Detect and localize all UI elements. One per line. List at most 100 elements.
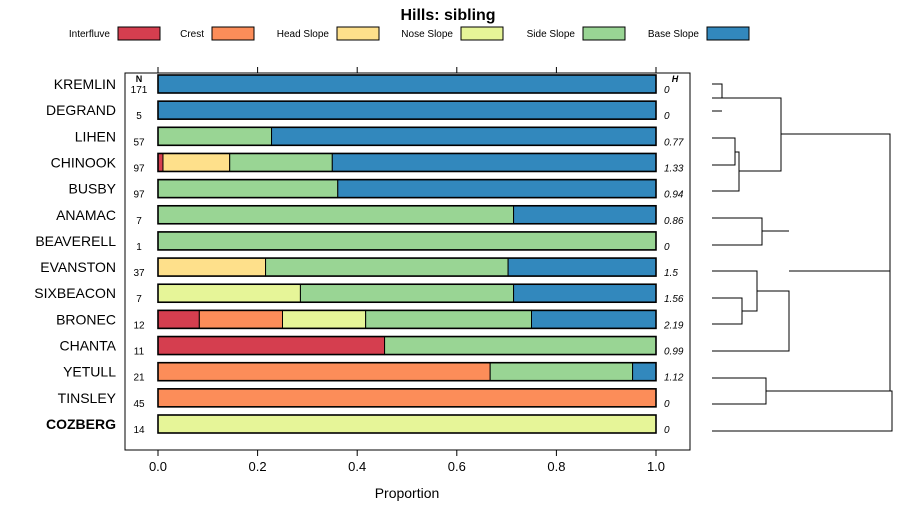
row-h-value: 1.33 — [664, 163, 684, 174]
legend-label: Interfluve — [69, 29, 111, 40]
row-n-value: 21 — [133, 373, 145, 384]
row-n-value: 37 — [133, 268, 145, 279]
legend-swatch — [117, 26, 161, 41]
bar-segment — [299, 283, 515, 303]
bar-outline — [157, 204, 657, 225]
table-row: BEAVERELL 1 0 — [35, 231, 670, 253]
row-label: YETULL — [63, 364, 116, 380]
n-column-header: N — [136, 74, 143, 84]
bar-segment — [157, 309, 200, 329]
legend-swatch — [706, 26, 750, 41]
legend-swatch — [460, 26, 504, 41]
bar-segment — [365, 309, 532, 329]
x-tick-label: 1.0 — [647, 459, 665, 474]
x-tick-label: 0.4 — [348, 459, 366, 474]
legend-label: Side Slope — [527, 29, 576, 40]
legend-swatch — [582, 26, 626, 41]
row-n-value: 5 — [136, 111, 142, 122]
row-label: CHINOOK — [51, 154, 117, 170]
table-row: TINSLEY 45 0 — [58, 388, 670, 410]
bar-outline — [157, 361, 657, 382]
bar-segment — [157, 205, 515, 225]
legend-label: Head Slope — [277, 29, 330, 40]
bar-segment — [157, 362, 491, 382]
row-n-value: 97 — [133, 190, 145, 201]
row-h-value: 0.77 — [664, 137, 684, 148]
bar-segment — [384, 336, 657, 356]
bar-segment — [632, 362, 657, 382]
table-row: LIHEN 57 0.77 — [75, 126, 684, 148]
bar-segment — [507, 257, 657, 277]
bar-segment — [157, 388, 657, 408]
plot-panel — [124, 72, 691, 451]
legend-label: Base Slope — [648, 29, 700, 40]
row-h-value: 0 — [664, 425, 670, 436]
row-n-value: 11 — [134, 347, 145, 358]
row-h-value: 1.12 — [664, 373, 684, 384]
bar-outline — [157, 335, 657, 356]
legend: Interfluve Crest Head Slope Nose Slope Side … — [69, 26, 750, 41]
row-n-value: 45 — [133, 399, 145, 410]
row-label: LIHEN — [75, 128, 116, 144]
bar-segment — [265, 257, 509, 277]
row-label: COZBERG — [46, 416, 116, 432]
row-h-value: 0.94 — [664, 190, 684, 201]
row-label: DEGRAND — [46, 102, 116, 118]
table-row: DEGRAND 5 0 — [46, 100, 670, 122]
bar-segment — [157, 74, 657, 94]
row-h-value: 0.99 — [664, 347, 684, 358]
x-tick-label: 0.6 — [448, 459, 466, 474]
bar-outline — [157, 74, 657, 94]
h-column-header: H — [672, 74, 679, 84]
bar-segment — [157, 231, 657, 251]
table-row: YETULL 21 1.12 — [63, 361, 684, 384]
row-label: BEAVERELL — [35, 233, 116, 249]
row-h-value: 0 — [664, 111, 670, 122]
legend-label: Crest — [180, 29, 204, 40]
row-label: SIXBEACON — [34, 285, 116, 301]
row-label: CHANTA — [59, 338, 116, 354]
table-row: BRONEC 12 2.19 — [56, 309, 684, 331]
bar-segment — [157, 257, 267, 277]
row-h-value: 0 — [664, 242, 670, 253]
row-n-value: 97 — [133, 163, 145, 174]
bar-segment — [282, 309, 367, 329]
bar-segment — [157, 336, 386, 356]
row-h-value: 1.5 — [664, 268, 678, 279]
table-row: SIXBEACON 7 1.56 — [34, 283, 684, 305]
chart-title: Hills: sibling — [400, 7, 495, 24]
bar-outline — [157, 283, 657, 304]
bar-segment — [337, 179, 657, 199]
bar-outline — [157, 257, 657, 277]
row-h-value: 0 — [664, 399, 670, 410]
legend-swatch — [211, 26, 255, 41]
row-n-value: 57 — [133, 137, 145, 148]
bar-segment — [157, 414, 657, 434]
bar-segment — [229, 152, 333, 172]
bar-segment — [157, 100, 657, 120]
row-n-value: 171 — [131, 85, 148, 96]
dendrogram — [712, 83, 893, 432]
bar-outline — [157, 126, 657, 147]
x-tick-label: 0.2 — [249, 459, 267, 474]
row-label: ANAMAC — [56, 207, 116, 223]
table-row: CHINOOK 97 1.33 — [51, 152, 684, 174]
bar-rows: KREMLIN 171 0 DEGRAND 5 0 LIHEN 57 0.77 CHINOOK 97… — [34, 74, 684, 436]
row-h-value: 0 — [664, 85, 670, 96]
row-n-value: 12 — [133, 320, 145, 331]
x-tick-label: 0.8 — [547, 459, 565, 474]
row-label: TINSLEY — [58, 390, 117, 406]
bar-segment — [157, 283, 301, 303]
bar-segment — [513, 283, 657, 303]
bar-segment — [513, 205, 657, 225]
x-axis-label: Proportion — [375, 485, 440, 501]
bar-outline — [157, 152, 657, 173]
row-h-value: 0.86 — [664, 216, 684, 227]
bar-outline — [157, 388, 657, 408]
bar-segment — [489, 362, 634, 382]
row-h-value: 1.56 — [664, 294, 684, 305]
bar-outline — [157, 231, 657, 251]
bar-segment — [531, 309, 657, 329]
row-n-value: 7 — [136, 216, 142, 227]
